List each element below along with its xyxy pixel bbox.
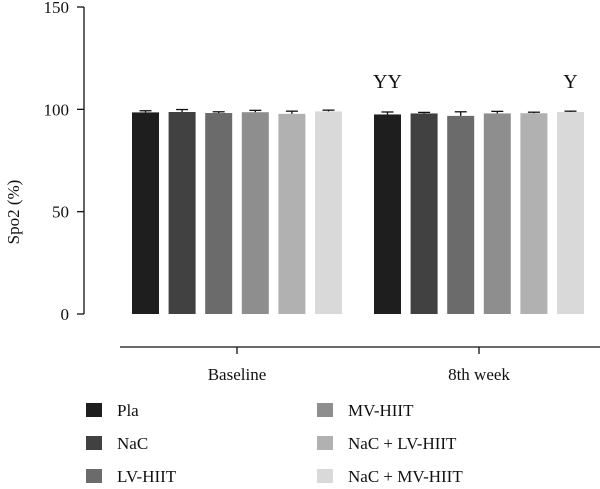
bars [132,108,584,315]
x-tick-label: 8th week [448,365,510,384]
legend-swatch [317,403,333,417]
bar [132,112,159,314]
bar [241,112,269,314]
y-axis-label: Spo2 (%) [4,180,23,245]
bar [483,113,511,314]
y-tick-label: 150 [44,0,70,17]
legend-label: NaC [117,434,148,453]
bar [447,115,475,315]
legend-swatch [317,436,333,450]
legend: Pla NaC LV-HIIT MV-HIIT NaC + LV-HIIT NaC + M… [86,401,463,486]
legend-label: LV-HIIT [117,467,177,486]
y-tick-label: 50 [52,203,69,222]
legend-swatch [317,469,333,483]
bar [278,113,306,314]
legend-swatch [86,436,102,450]
bar [374,114,401,314]
bar [168,111,196,314]
bar [205,113,233,314]
y-tick-label: 100 [44,100,70,119]
bar [315,111,342,314]
legend-swatch [86,403,102,417]
bar [520,113,548,314]
significance-label: YY [373,71,402,93]
significance-label: Y [563,71,577,93]
annotations: YY Y [373,71,578,93]
legend-label: Pla [117,401,139,420]
bar [557,111,584,314]
legend-label: NaC + MV-HIIT [348,467,463,486]
legend-label: NaC + LV-HIIT [348,434,457,453]
legend-label: MV-HIIT [348,401,414,420]
x-axis: Baseline 8th week [120,346,600,384]
x-tick-label: Baseline [208,365,267,384]
legend-swatch [86,469,102,483]
y-axis: 0 50 100 150 [44,0,85,324]
y-tick-label: 0 [61,305,70,324]
bar [410,113,438,314]
